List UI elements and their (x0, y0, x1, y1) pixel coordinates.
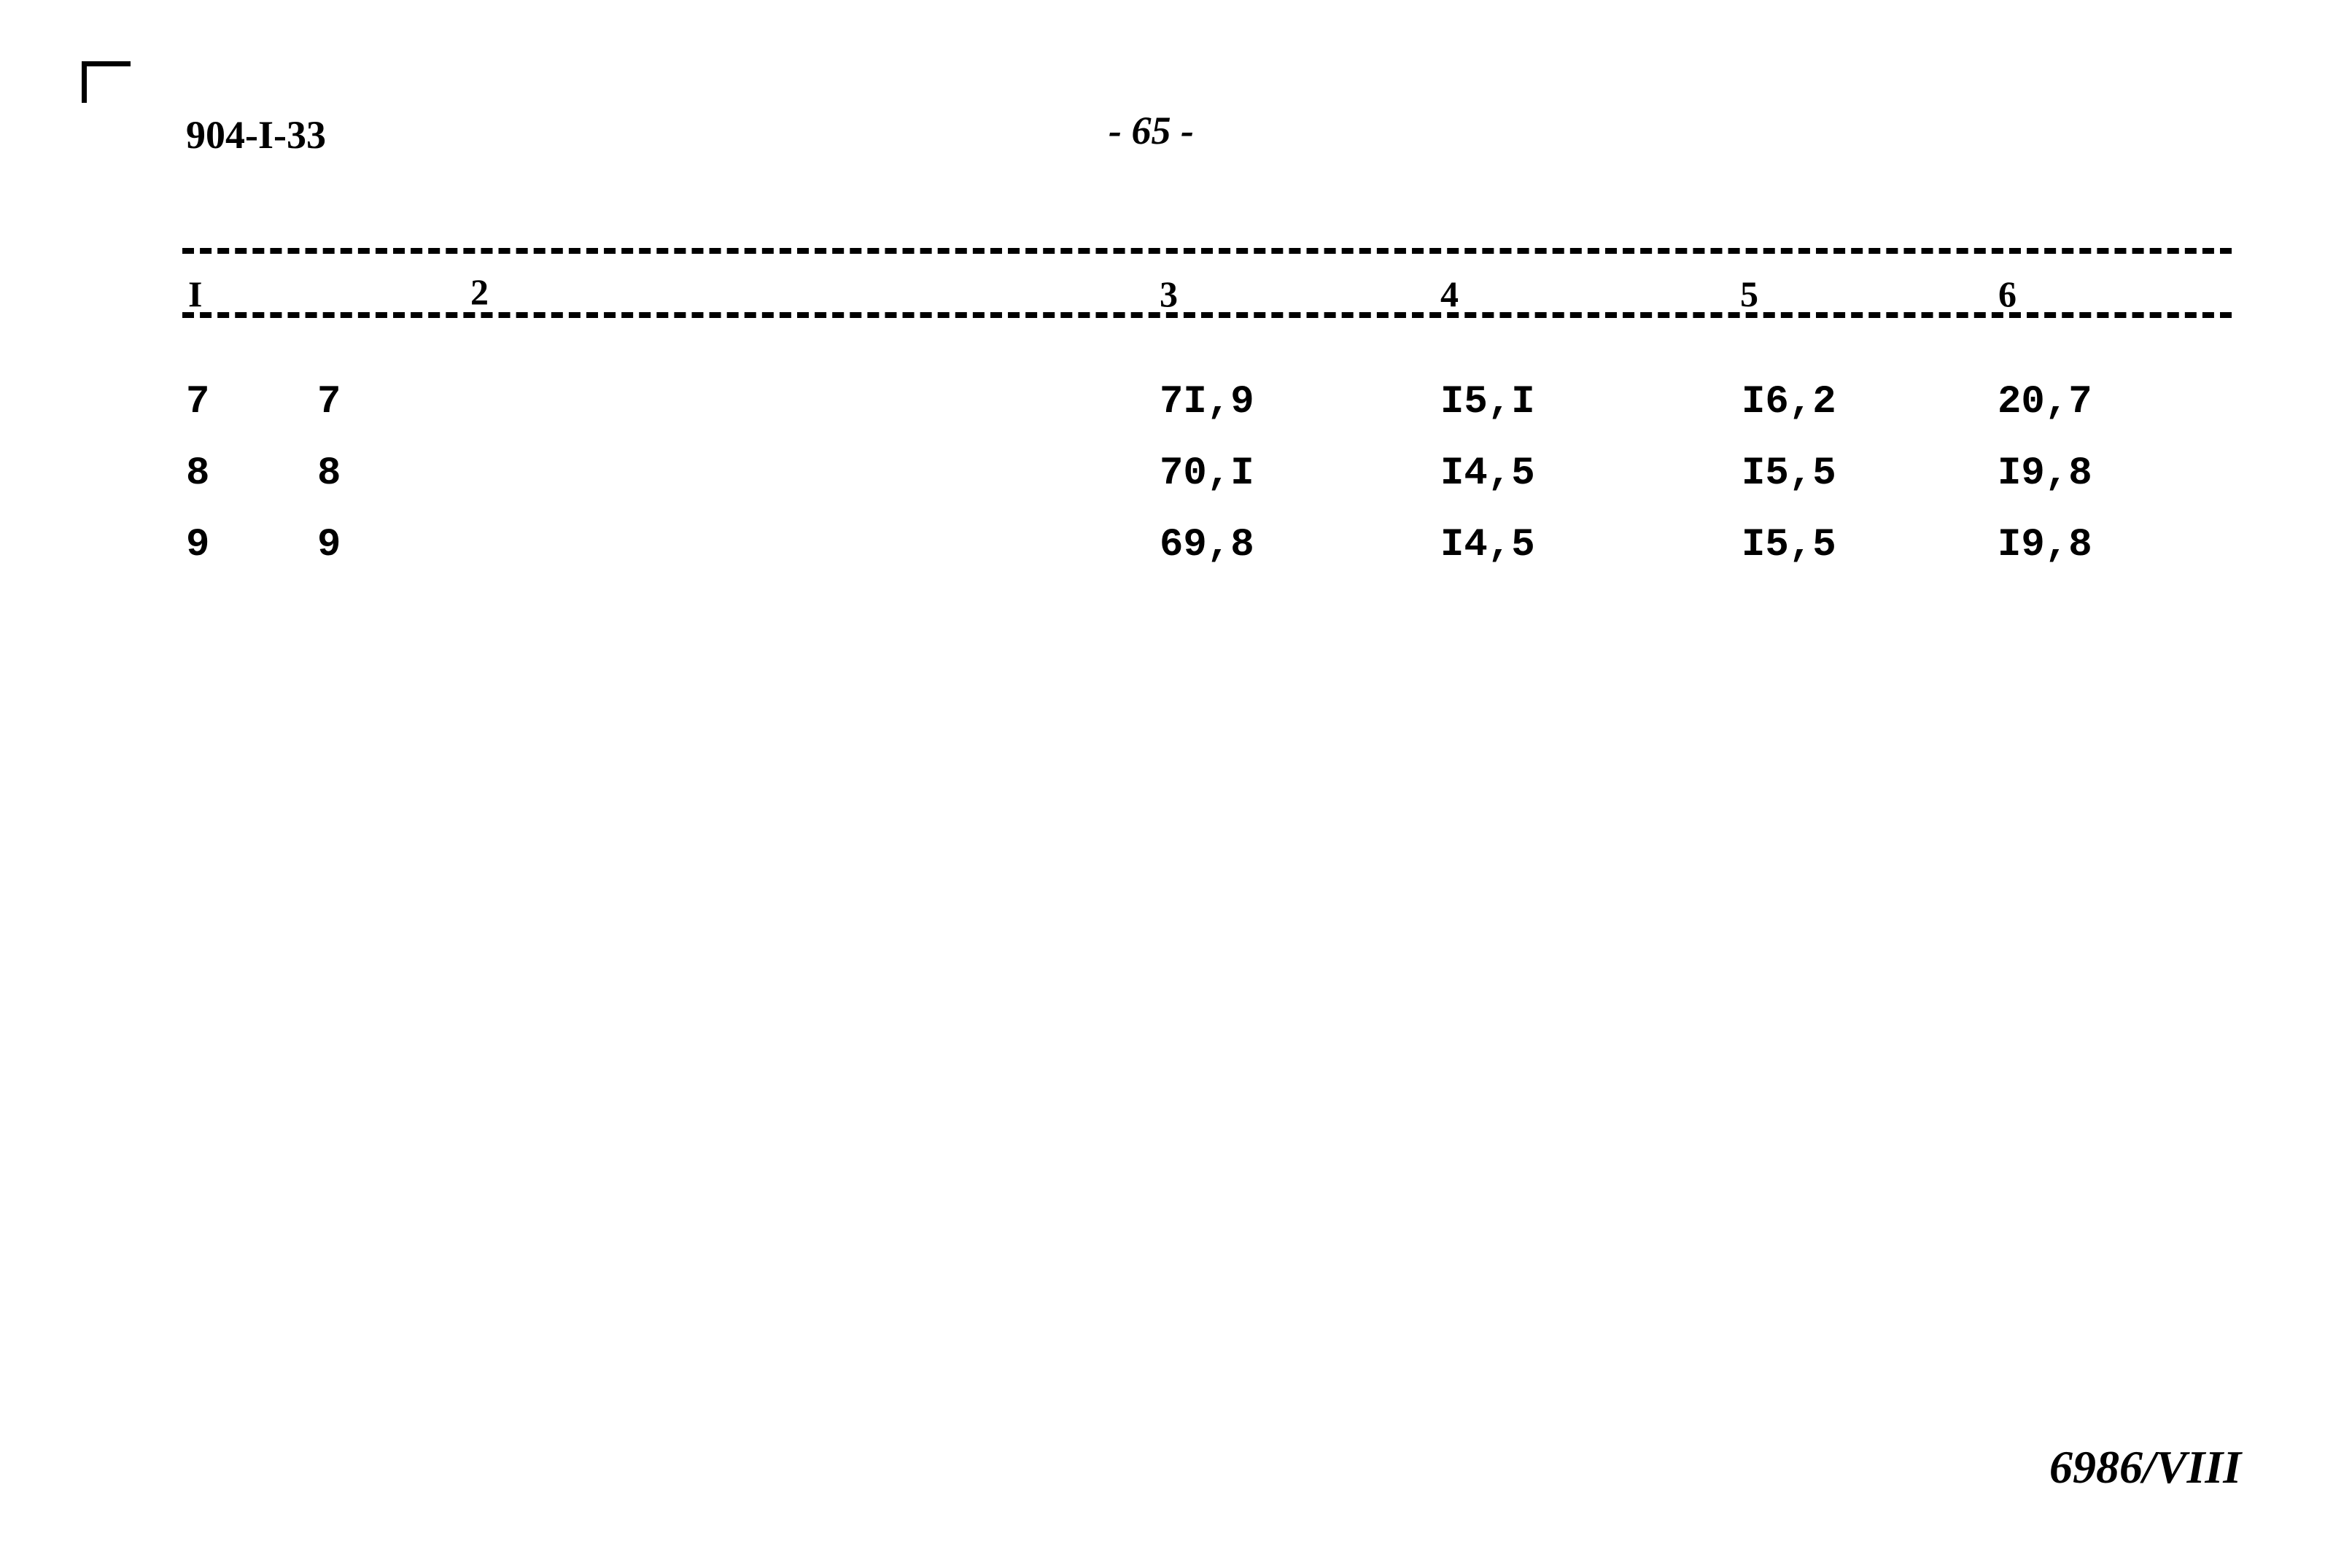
column-header: 2 (470, 271, 489, 312)
table-top-rule (182, 248, 2232, 254)
table-cell: I4,5 (1440, 451, 1535, 496)
table-header-rule (182, 312, 2232, 318)
column-header: I (188, 273, 203, 314)
table-cell: 9 (186, 523, 210, 567)
page-number: - 65 - (1109, 109, 1194, 152)
table-cell: 8 (317, 451, 341, 496)
table-cell: I9,8 (1998, 523, 2092, 567)
table-cell: 70,I (1160, 451, 1254, 496)
table-cell: I6,2 (1742, 380, 1836, 424)
table-cell: I5,5 (1742, 523, 1836, 567)
table-cell: 8 (186, 451, 210, 496)
table-cell: 7I,9 (1160, 380, 1254, 424)
corner-mark (82, 61, 131, 103)
handwritten-mark: 6986/VIII (2049, 1441, 2242, 1493)
column-header: 4 (1440, 273, 1459, 314)
table-cell: I5,5 (1742, 451, 1836, 496)
table-cell: I9,8 (1998, 451, 2092, 496)
table-cell: 69,8 (1160, 523, 1254, 567)
column-header: 5 (1740, 273, 1758, 314)
table-cell: 7 (317, 380, 341, 424)
table-cell: 9 (317, 523, 341, 567)
table-cell: 7 (186, 380, 210, 424)
table-cell: I4,5 (1440, 523, 1535, 567)
document-code: 904-I-33 (186, 113, 326, 157)
table-cell: I5,I (1440, 380, 1535, 424)
column-header: 3 (1160, 273, 1178, 314)
column-header: 6 (1998, 273, 2017, 314)
table-cell: 20,7 (1998, 380, 2092, 424)
